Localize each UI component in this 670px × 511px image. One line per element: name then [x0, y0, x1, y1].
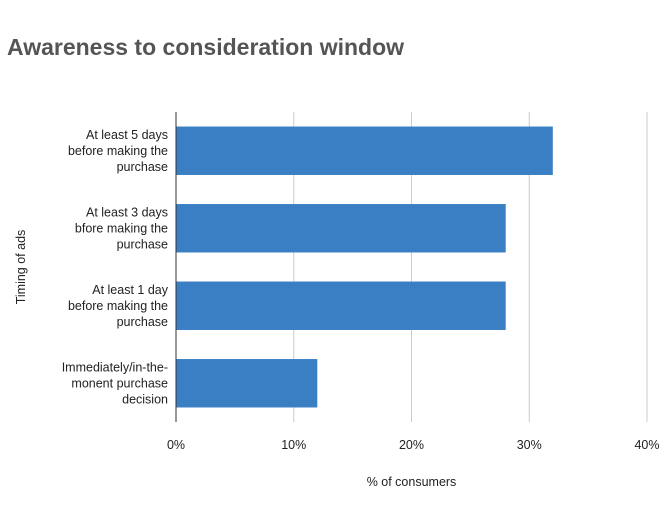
chart-title: Awareness to consideration window — [7, 34, 405, 60]
x-tick-label-0: 0% — [167, 438, 185, 452]
category-label-line: monent purchase — [71, 376, 168, 390]
x-tick-label-3: 30% — [517, 438, 542, 452]
category-label-1: At least 3 days bfore making the purchase — [75, 205, 168, 251]
category-label-line: At least 1 day — [92, 283, 168, 297]
y-axis-title: Timing of ads — [14, 230, 28, 305]
x-tick-labels: 0% 10% 20% 30% 40% — [167, 438, 660, 452]
bar-2 — [176, 281, 506, 330]
bar-3 — [176, 359, 318, 408]
category-label-0: At least 5 days before making the purchase — [68, 128, 168, 174]
category-label-line: before making the — [68, 144, 168, 158]
category-label-line: At least 5 days — [86, 128, 168, 142]
category-labels: At least 5 days before making the purchase… — [62, 128, 169, 407]
category-label-line: bfore making the — [75, 221, 168, 235]
x-tick-label-2: 20% — [399, 438, 424, 452]
category-label-2: At least 1 day before making the purchase — [68, 283, 169, 329]
category-label-line: decision — [122, 392, 168, 406]
category-label-line: purchase — [117, 160, 168, 174]
x-tick-label-4: 40% — [634, 438, 659, 452]
x-tick-label-1: 10% — [281, 438, 306, 452]
bar-0 — [176, 126, 553, 175]
category-label-line: Immediately/in-the- — [62, 360, 168, 374]
category-label-line: purchase — [117, 237, 168, 251]
category-label-3: Immediately/in-the-monent purchase decisi… — [62, 360, 168, 406]
bars — [176, 126, 553, 408]
x-axis-title: % of consumers — [367, 475, 457, 489]
bar-1 — [176, 204, 506, 253]
category-label-line: At least 3 days — [86, 205, 168, 219]
category-label-line: before making the — [68, 299, 168, 313]
category-label-line: purchase — [117, 315, 168, 329]
